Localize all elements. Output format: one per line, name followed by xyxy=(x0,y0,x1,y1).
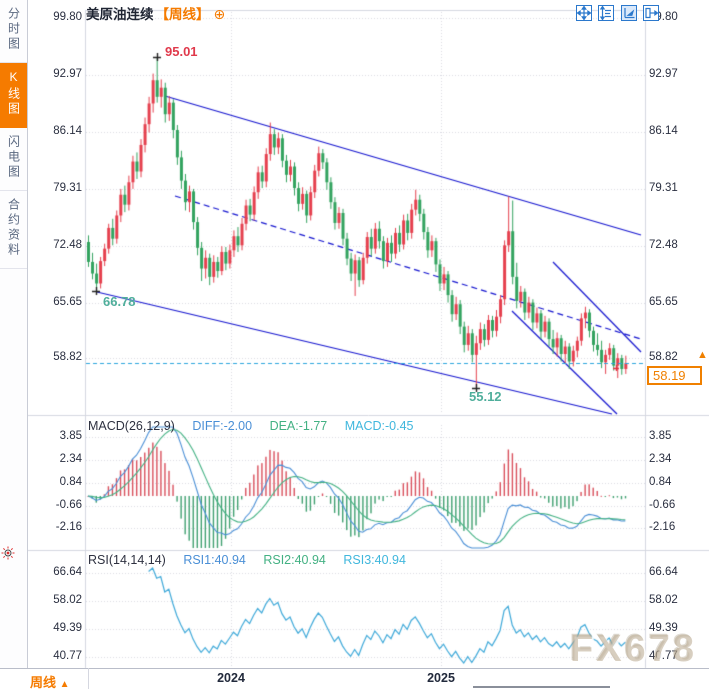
sidebar-tab-time-chart[interactable]: 分时图 xyxy=(0,0,27,63)
y-axis-label-rsi: 49.39 xyxy=(649,622,678,634)
chart-toolbar xyxy=(576,5,661,23)
rsi-name: RSI(14,14,14) xyxy=(88,553,166,567)
y-axis-scale-button[interactable] xyxy=(620,5,637,21)
chart-title: 美原油连续 【周线】 ⊕ xyxy=(86,3,226,22)
bottom-bar-divider xyxy=(88,668,89,689)
chevron-up-icon: ▲ xyxy=(59,679,70,690)
pan-right-button[interactable] xyxy=(643,5,660,21)
current-price-tag: 58.19 xyxy=(647,366,702,385)
y-axis-label-rsi: 40.77 xyxy=(53,650,82,662)
y-axis-label-macd: -2.16 xyxy=(649,521,676,533)
y-axis-label-rsi: 40.77 xyxy=(649,650,678,662)
mid-low-price-label: 55.12 xyxy=(469,389,502,404)
y-axis-label-macd: -2.16 xyxy=(55,521,82,533)
x-axis-year-2024: 2024 xyxy=(217,671,245,685)
y-axis-label-macd: 0.84 xyxy=(649,476,672,488)
scrollbar-thumb[interactable] xyxy=(473,686,610,688)
y-axis-label-rsi: 58.02 xyxy=(649,594,678,606)
rsi2-value: RSI2:40.94 xyxy=(263,553,326,567)
y-axis-label-main: 72.48 xyxy=(53,239,82,251)
sidebar-tab-contract-info[interactable]: 合约资料 xyxy=(0,191,27,269)
rsi1-value: RSI1:40.94 xyxy=(183,553,246,567)
y-axis-label-macd: 2.34 xyxy=(649,453,672,465)
y-axis-label-rsi: 49.39 xyxy=(53,622,82,634)
y-axis-label-rsi: 66.64 xyxy=(649,566,678,578)
y-axis-label-main: 58.82 xyxy=(53,351,82,363)
macd-name: MACD(26,12,9) xyxy=(88,419,175,433)
y-axis-label-rsi: 58.02 xyxy=(53,594,82,606)
y-axis-label-main: 86.14 xyxy=(53,125,82,137)
y-axis-label-main: 58.82 xyxy=(649,351,678,363)
y-axis-label-macd: -0.66 xyxy=(649,499,676,511)
sidebar: 分时图 K线图 闪电图 合约资料 xyxy=(0,0,28,689)
y-axis-label-main: 65.65 xyxy=(53,296,82,308)
period-selector[interactable]: 周线 ▲ xyxy=(30,675,70,690)
bottom-bar xyxy=(0,668,709,690)
period-tag: 【周线】 xyxy=(155,7,210,22)
dea-value: DEA:-1.77 xyxy=(269,419,328,433)
left-low-price-label: 66.78 xyxy=(103,294,136,309)
macd-value: MACD:-0.45 xyxy=(344,419,414,433)
rsi3-value: RSI3:40.94 xyxy=(343,553,406,567)
y-axis-label-main: 86.14 xyxy=(649,125,678,137)
x-axis-year-2025: 2025 xyxy=(427,671,455,685)
y-axis-label-macd: 3.85 xyxy=(649,430,672,442)
y-axis-label-main: 99.80 xyxy=(53,11,82,23)
y-axis-label-macd: 2.34 xyxy=(59,453,82,465)
y-axis-label-main: 79.31 xyxy=(649,182,678,194)
macd-label-row: MACD(26,12,9) DIFF:-2.00 DEA:-1.77 MACD:… xyxy=(88,419,414,433)
y-axis-zoom-button[interactable] xyxy=(598,5,615,21)
y-axis-label-main: 65.65 xyxy=(649,296,678,308)
watermark: FX678 xyxy=(570,628,697,670)
rsi-label-row: RSI(14,14,14) RSI1:40.94 RSI2:40.94 RSI3… xyxy=(88,553,406,567)
y-axis-label-main: 79.31 xyxy=(53,182,82,194)
y-axis-label-main: 72.48 xyxy=(649,239,678,251)
instrument-name: 美原油连续 xyxy=(86,7,154,22)
y-axis-label-rsi: 66.64 xyxy=(53,566,82,578)
live-blink-icon xyxy=(1,546,15,565)
sidebar-tab-kline-chart[interactable]: K线图 xyxy=(0,63,27,128)
high-price-label: 95.01 xyxy=(165,44,198,59)
diff-value: DIFF:-2.00 xyxy=(192,419,253,433)
y-axis-label-main: 92.97 xyxy=(649,68,678,80)
circle-plus-icon[interactable]: ⊕ xyxy=(213,6,226,22)
move-crosshair-button[interactable] xyxy=(576,5,592,21)
price-up-arrow-icon: ▲ xyxy=(697,349,708,361)
y-axis-label-macd: 0.84 xyxy=(59,476,82,488)
y-axis-label-main: 92.97 xyxy=(53,68,82,80)
sidebar-tab-lightning-chart[interactable]: 闪电图 xyxy=(0,128,27,191)
y-axis-label-macd: -0.66 xyxy=(55,499,82,511)
y-axis-label-macd: 3.85 xyxy=(59,430,82,442)
